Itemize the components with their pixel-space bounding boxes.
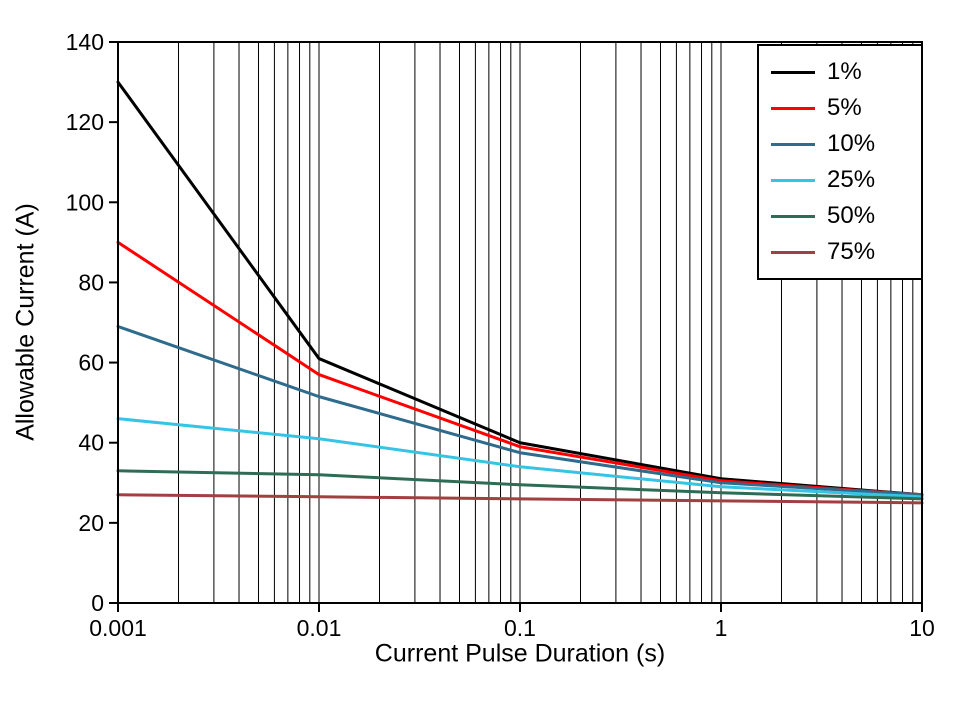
- legend-line-sample: [771, 142, 815, 146]
- series-line: [116, 417, 924, 499]
- series-line: [116, 325, 924, 497]
- legend-item: 5%: [771, 90, 909, 126]
- x-tick-label: 0.001: [89, 615, 147, 641]
- y-tick-label: 20: [78, 510, 104, 536]
- legend: 1% 5% 10% 25% 50% 75%: [757, 44, 923, 280]
- legend-item: 10%: [771, 126, 909, 162]
- legend-label: 5%: [827, 94, 862, 121]
- legend-line-sample: [771, 106, 815, 110]
- y-tick-label: 140: [66, 29, 104, 55]
- legend-item: 25%: [771, 162, 909, 198]
- legend-label: 10%: [827, 130, 876, 157]
- plot-border: [117, 41, 923, 604]
- legend-item: 75%: [771, 234, 909, 270]
- legend-label: 50%: [827, 202, 876, 229]
- legend-line-sample: [771, 70, 815, 74]
- y-axis-title: Allowable Current (A): [11, 203, 40, 441]
- series-line: [116, 493, 924, 505]
- y-tick-label: 0: [91, 590, 104, 616]
- y-tick-label: 100: [66, 189, 104, 215]
- legend-line-sample: [771, 178, 815, 182]
- x-tick-label: 0.1: [504, 615, 536, 641]
- y-tick-label: 60: [78, 350, 104, 376]
- legend-item: 50%: [771, 198, 909, 234]
- series-line: [116, 469, 924, 501]
- legend-label: 25%: [827, 166, 876, 193]
- legend-label: 1%: [827, 58, 862, 85]
- legend-label: 75%: [827, 238, 876, 265]
- y-tick-label: 40: [78, 430, 104, 456]
- x-tick-label: 1: [715, 615, 728, 641]
- legend-line-sample: [771, 214, 815, 218]
- x-axis-title: Current Pulse Duration (s): [374, 639, 666, 668]
- x-tick-label: 10: [909, 615, 935, 641]
- y-tick-label: 120: [66, 109, 104, 135]
- legend-line-sample: [771, 250, 815, 254]
- legend-item: 1%: [771, 54, 909, 90]
- y-tick-label: 80: [78, 269, 104, 295]
- x-tick-label: 0.01: [297, 615, 342, 641]
